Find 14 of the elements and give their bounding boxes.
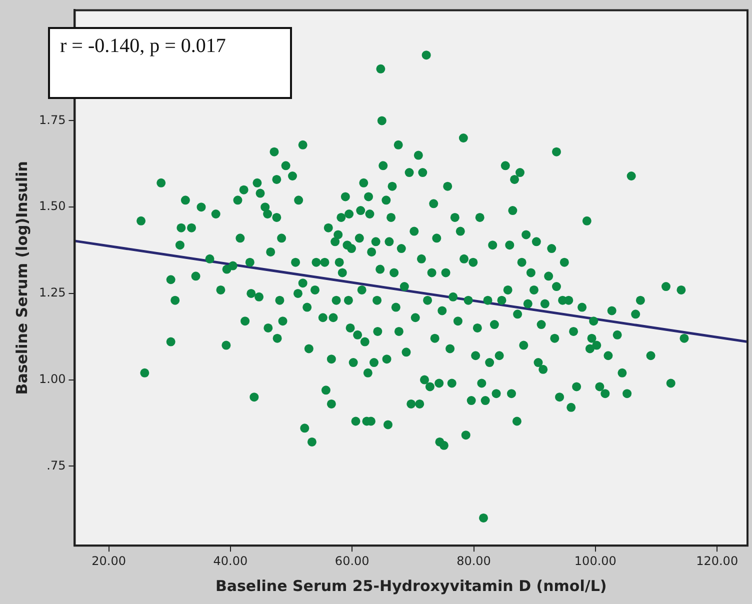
x-tick-label: 80.00 (456, 554, 491, 568)
y-tick-label: 1.75 (39, 112, 66, 127)
x-axis-title: Baseline Serum 25-Hydroxyvitamin D (nmol/L) (215, 576, 607, 595)
y-tick-label: 1.25 (39, 286, 66, 300)
x-tick-label: 120.00 (696, 554, 738, 568)
y-axis-title: Baseline Serum (log)Insulin (12, 161, 31, 395)
y-tick-label: 1.50 (39, 199, 66, 214)
x-tick-label: 100.00 (574, 554, 616, 568)
y-tick-label: 1.00 (39, 372, 66, 386)
x-tick-label: 60.00 (334, 554, 370, 568)
x-tick-label: 40.00 (213, 554, 248, 568)
note-box: r = -0.140, p = 0.017 (48, 27, 292, 99)
x-tick-label: 20.00 (92, 554, 126, 568)
y-tick-label: .75 (46, 458, 66, 472)
